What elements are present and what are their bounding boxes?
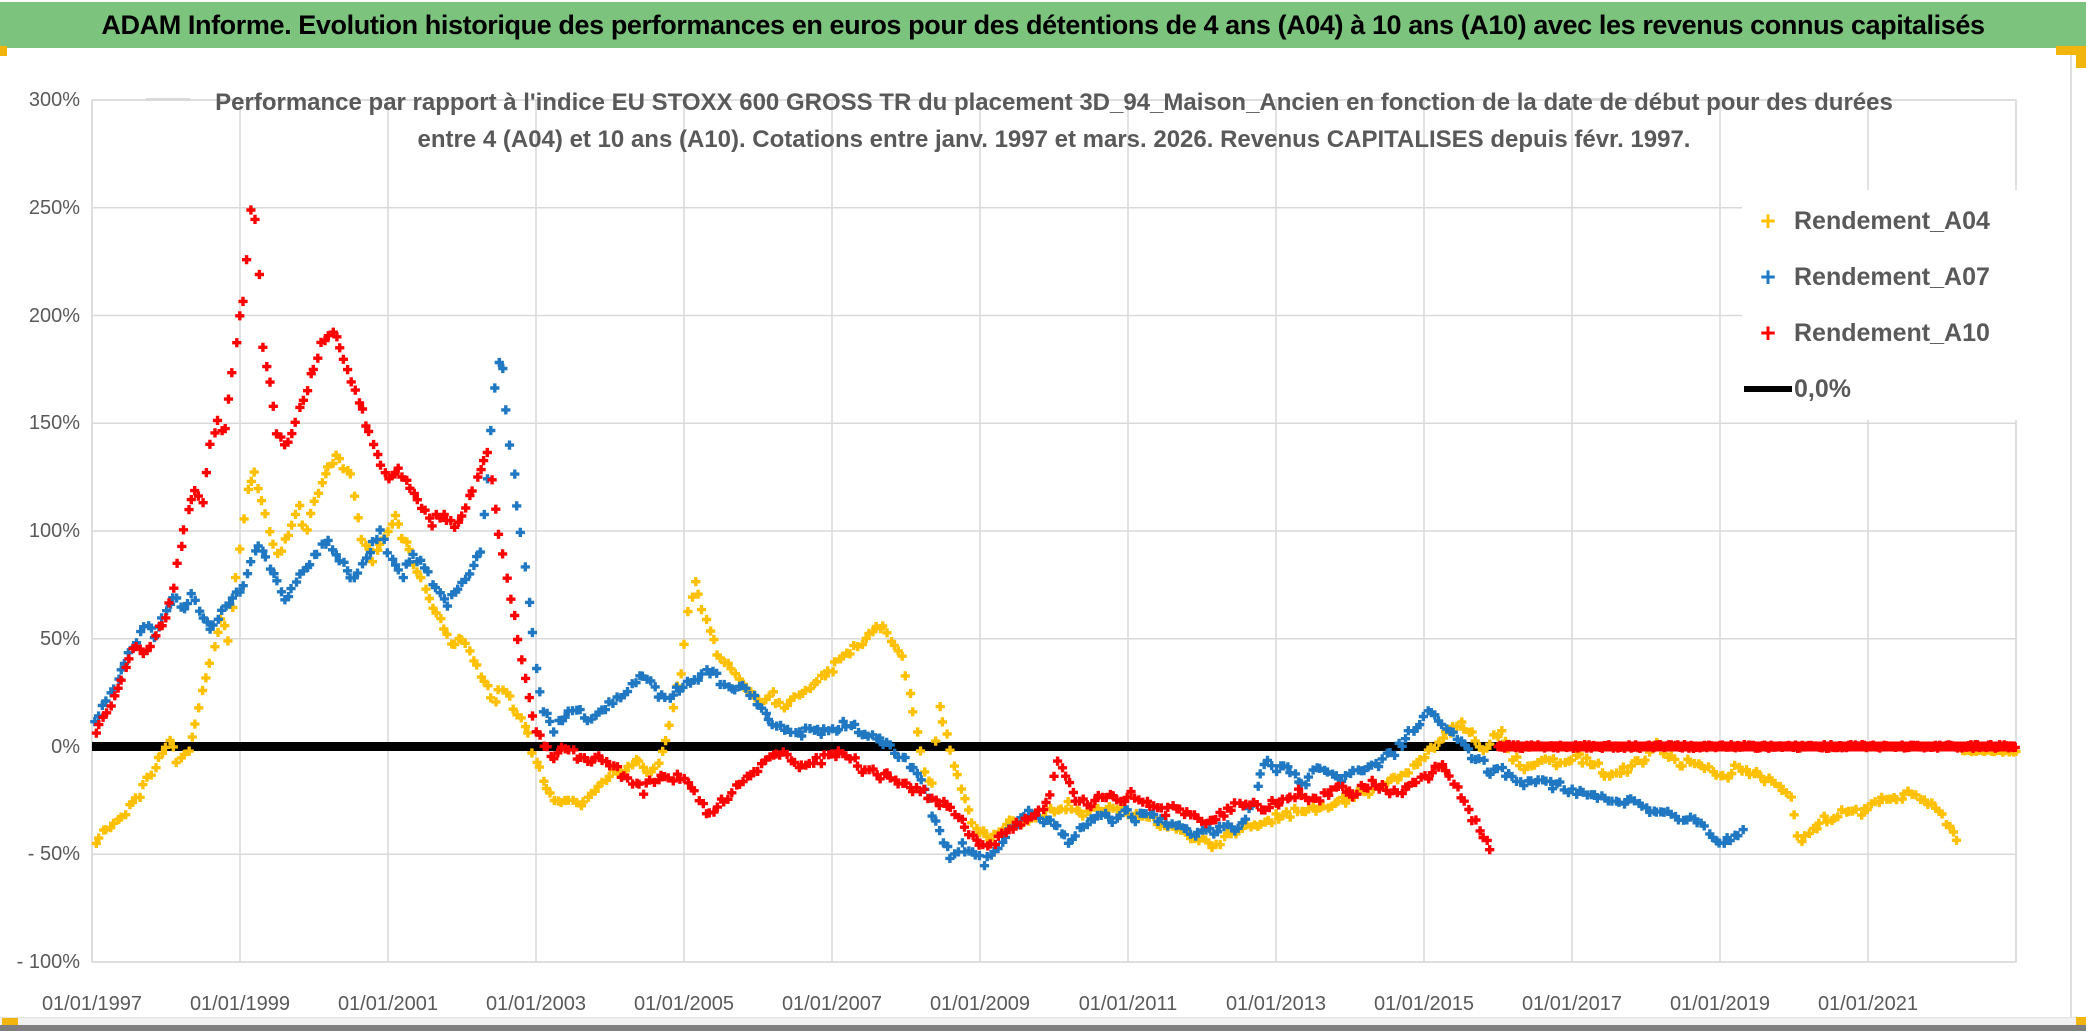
legend-item-zero-line[interactable]: 0,0% <box>1742 364 2066 414</box>
y-tick-label: 100% <box>28 520 80 542</box>
legend-item-rendement-a04[interactable]: + Rendement_A04 <box>1742 196 2066 246</box>
zero-line-swatch-icon <box>1744 386 1792 392</box>
x-tick-label: 01/01/2017 <box>1521 993 1623 1015</box>
y-tick-label: 50% <box>39 627 80 650</box>
x-tick-label: 01/01/1997 <box>41 993 143 1015</box>
y-tick-label: 0% <box>51 735 80 758</box>
chart-title-line2: entre 4 (A04) et 10 ans (A10). Cotations… <box>417 126 1691 153</box>
x-tick-label: 01/01/2015 <box>1373 993 1475 1015</box>
x-tick-label: 01/01/2003 <box>485 993 587 1015</box>
chart-title: Performance par rapport à l'indice EU ST… <box>92 84 2016 158</box>
x-tick-label: 01/01/2007 <box>781 993 883 1015</box>
bottom-right-accent <box>2076 1017 2086 1025</box>
legend-label: Rendement_A07 <box>1794 262 1990 291</box>
chart-title-left-dash <box>146 98 190 101</box>
x-tick-label: 01/01/2019 <box>1669 993 1771 1015</box>
chart-title-line1: Performance par rapport à l'indice EU ST… <box>215 89 1893 116</box>
x-tick-label: 01/01/2021 <box>1817 993 1919 1015</box>
y-tick-label: - 50% <box>27 843 80 866</box>
plus-marker-icon: + <box>1760 261 1776 292</box>
y-tick-label: - 100% <box>16 951 80 973</box>
horizontal-scrollbar[interactable] <box>0 1017 2086 1026</box>
x-tick-label: 01/01/2005 <box>633 993 735 1015</box>
bottom-border-bar <box>0 1025 2086 1031</box>
plus-marker-icon: + <box>1760 317 1776 348</box>
x-tick-label: 01/01/1999 <box>189 993 291 1015</box>
chart-title-right-dash <box>1588 98 1632 101</box>
left-edge-accent <box>0 46 7 56</box>
legend-item-rendement-a07[interactable]: + Rendement_A07 <box>1742 252 2066 302</box>
legend-item-rendement-a10[interactable]: + Rendement_A10 <box>1742 308 2066 358</box>
chart-right-border <box>2070 52 2072 1018</box>
y-tick-label: 150% <box>28 412 80 435</box>
top-right-accent-v <box>2076 46 2086 68</box>
x-tick-label: 01/01/2013 <box>1225 993 1327 1015</box>
y-tick-label: 250% <box>28 196 80 219</box>
y-tick-label: 200% <box>28 304 80 327</box>
chart-legend[interactable]: + Rendement_A04 + Rendement_A07 + Rendem… <box>1742 190 2066 420</box>
legend-label: Rendement_A10 <box>1794 318 1990 347</box>
plus-marker-icon: + <box>1760 205 1776 236</box>
report-title: ADAM Informe. Evolution historique des p… <box>101 9 1985 40</box>
x-tick-label: 01/01/2009 <box>929 993 1031 1015</box>
scrollbar-thumb[interactable] <box>2 1018 18 1025</box>
legend-label: Rendement_A04 <box>1794 206 1990 235</box>
x-tick-label: 01/01/2011 <box>1078 993 1178 1015</box>
x-tick-label: 01/01/2001 <box>337 993 439 1015</box>
scatter-plot[interactable] <box>0 46 2086 1031</box>
y-tick-label: 300% <box>28 89 80 111</box>
legend-label: 0,0% <box>1794 374 1851 403</box>
report-title-bar: ADAM Informe. Evolution historique des p… <box>0 0 2086 48</box>
top-right-accent-h <box>2056 46 2086 55</box>
